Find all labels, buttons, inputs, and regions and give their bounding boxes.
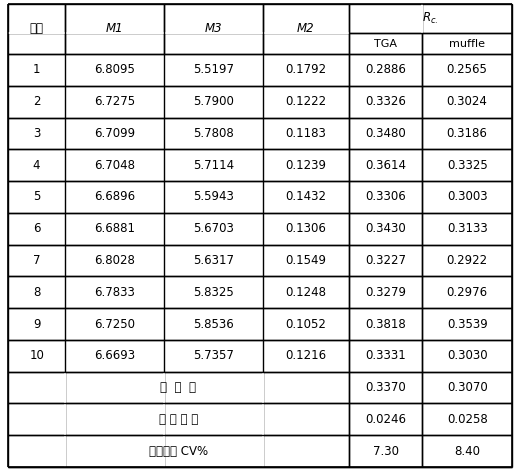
Text: 5.7900: 5.7900 xyxy=(193,95,234,108)
Text: 0.3030: 0.3030 xyxy=(447,349,487,362)
Text: M3: M3 xyxy=(205,23,223,35)
Text: 0.3370: 0.3370 xyxy=(365,381,406,394)
Bar xyxy=(262,372,264,404)
Text: 序号: 序号 xyxy=(30,23,44,35)
Text: 0.3430: 0.3430 xyxy=(365,222,406,235)
Text: M1: M1 xyxy=(106,23,123,35)
Text: 0.1216: 0.1216 xyxy=(285,349,327,362)
Text: 0.3003: 0.3003 xyxy=(447,190,487,203)
Text: 0.1052: 0.1052 xyxy=(285,317,326,331)
Bar xyxy=(163,404,165,435)
Text: 10: 10 xyxy=(29,349,44,362)
Text: 0.1306: 0.1306 xyxy=(285,222,326,235)
Text: 5.7114: 5.7114 xyxy=(193,159,234,172)
Text: 0.0258: 0.0258 xyxy=(447,413,488,426)
Bar xyxy=(163,372,165,404)
Bar xyxy=(262,404,264,435)
Text: 0.3539: 0.3539 xyxy=(447,317,488,331)
Text: 0.3325: 0.3325 xyxy=(447,159,488,172)
Text: 0.3818: 0.3818 xyxy=(365,317,406,331)
Text: 6.8095: 6.8095 xyxy=(94,64,135,76)
Bar xyxy=(64,435,66,467)
Text: 0.1222: 0.1222 xyxy=(285,95,327,108)
Text: 7: 7 xyxy=(33,254,41,267)
Text: 5.5943: 5.5943 xyxy=(193,190,234,203)
Text: 6.7250: 6.7250 xyxy=(94,317,135,331)
Text: 6.6896: 6.6896 xyxy=(94,190,135,203)
Text: 0.2565: 0.2565 xyxy=(447,64,488,76)
Bar xyxy=(64,404,66,435)
Text: 0.3227: 0.3227 xyxy=(365,254,406,267)
Text: 6.7833: 6.7833 xyxy=(94,286,135,299)
Text: 0.0246: 0.0246 xyxy=(365,413,406,426)
Text: TGA: TGA xyxy=(374,39,397,49)
Text: 0.3326: 0.3326 xyxy=(365,95,406,108)
Text: 6.8028: 6.8028 xyxy=(94,254,135,267)
Text: 8: 8 xyxy=(33,286,41,299)
Text: 5.8536: 5.8536 xyxy=(193,317,234,331)
Text: 1: 1 xyxy=(33,64,41,76)
Bar xyxy=(163,435,165,467)
Text: 6: 6 xyxy=(33,222,41,235)
Text: 6.7099: 6.7099 xyxy=(94,127,135,140)
Text: 2: 2 xyxy=(33,95,41,108)
Text: 4: 4 xyxy=(33,159,41,172)
Text: 0.1248: 0.1248 xyxy=(285,286,327,299)
Text: 9: 9 xyxy=(33,317,41,331)
Text: 6.7048: 6.7048 xyxy=(94,159,135,172)
Text: 0.2976: 0.2976 xyxy=(447,286,488,299)
Text: 6.6881: 6.6881 xyxy=(94,222,135,235)
Bar xyxy=(64,372,66,404)
Text: 0.3024: 0.3024 xyxy=(447,95,488,108)
Text: 0.1183: 0.1183 xyxy=(285,127,326,140)
Text: 0.1549: 0.1549 xyxy=(285,254,327,267)
Text: 3: 3 xyxy=(33,127,41,140)
Text: 5.7357: 5.7357 xyxy=(193,349,234,362)
Text: 0.2886: 0.2886 xyxy=(365,64,406,76)
Text: M2: M2 xyxy=(297,23,315,35)
Text: 0.3133: 0.3133 xyxy=(447,222,488,235)
Text: 0.3614: 0.3614 xyxy=(365,159,406,172)
Text: 0.1432: 0.1432 xyxy=(285,190,327,203)
Text: 0.1792: 0.1792 xyxy=(285,64,327,76)
Text: 5.8325: 5.8325 xyxy=(193,286,234,299)
Text: 0.3331: 0.3331 xyxy=(365,349,406,362)
Text: $R_{c.}$: $R_{c.}$ xyxy=(422,11,438,26)
Bar xyxy=(421,4,423,33)
Text: 变异系数 CV%: 变异系数 CV% xyxy=(149,445,208,458)
Text: 0.1239: 0.1239 xyxy=(285,159,327,172)
Bar xyxy=(8,32,349,34)
Text: 5.6703: 5.6703 xyxy=(193,222,234,235)
Text: 平  均  值: 平 均 值 xyxy=(160,381,197,394)
Text: 标 准 偏 差: 标 准 偏 差 xyxy=(159,413,198,426)
Text: muffle: muffle xyxy=(449,39,485,49)
Text: 6.7275: 6.7275 xyxy=(94,95,135,108)
Text: 5.5197: 5.5197 xyxy=(193,64,234,76)
Text: 0.2922: 0.2922 xyxy=(447,254,488,267)
Text: 0.3279: 0.3279 xyxy=(365,286,406,299)
Bar xyxy=(262,435,264,467)
Text: 0.3070: 0.3070 xyxy=(447,381,488,394)
Text: 5: 5 xyxy=(33,190,41,203)
Text: 5.6317: 5.6317 xyxy=(193,254,234,267)
Text: 0.3306: 0.3306 xyxy=(365,190,406,203)
Text: 8.40: 8.40 xyxy=(454,445,480,458)
Text: 0.3186: 0.3186 xyxy=(447,127,488,140)
Text: 0.3480: 0.3480 xyxy=(365,127,406,140)
Text: 5.7808: 5.7808 xyxy=(193,127,234,140)
Text: 7.30: 7.30 xyxy=(372,445,398,458)
Text: 6.6693: 6.6693 xyxy=(94,349,135,362)
